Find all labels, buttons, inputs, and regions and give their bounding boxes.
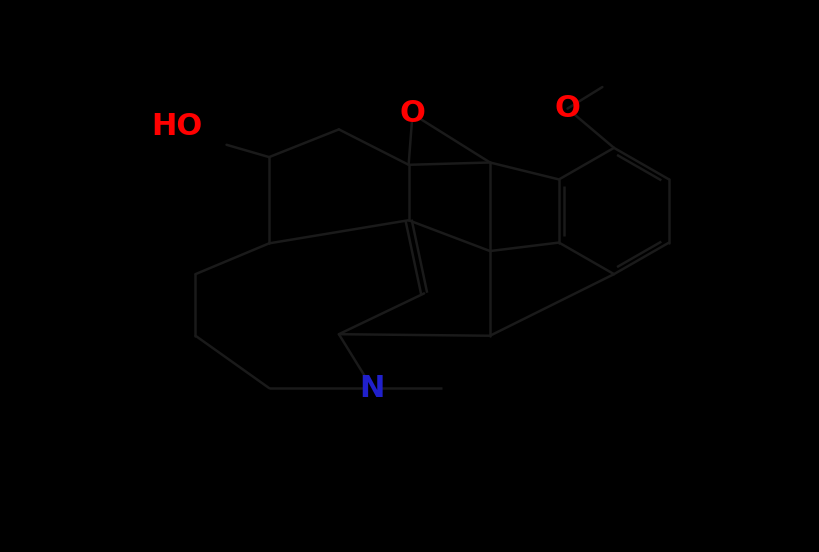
Text: O: O: [399, 99, 425, 129]
Text: O: O: [554, 94, 580, 123]
Text: HO: HO: [152, 112, 202, 141]
Text: N: N: [359, 374, 384, 402]
